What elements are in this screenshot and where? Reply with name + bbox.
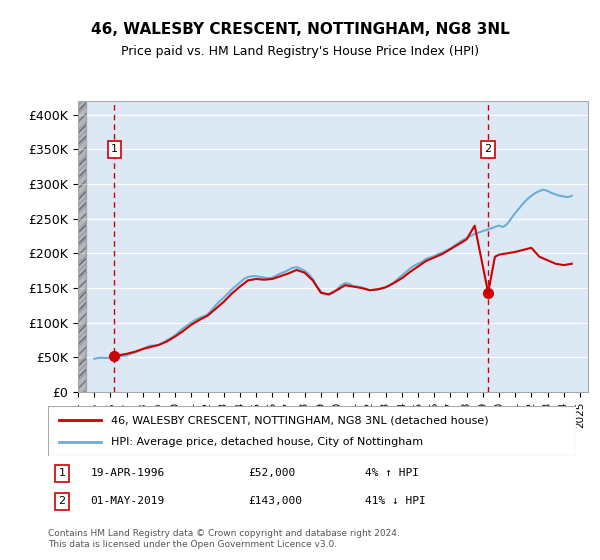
Bar <box>78 101 86 392</box>
Text: 1: 1 <box>111 144 118 155</box>
Text: 2: 2 <box>59 496 65 506</box>
Text: 2: 2 <box>485 144 492 155</box>
Text: Contains HM Land Registry data © Crown copyright and database right 2024.
This d: Contains HM Land Registry data © Crown c… <box>48 529 400 549</box>
Text: Price paid vs. HM Land Registry's House Price Index (HPI): Price paid vs. HM Land Registry's House … <box>121 45 479 58</box>
Text: HPI: Average price, detached house, City of Nottingham: HPI: Average price, detached house, City… <box>112 437 424 447</box>
FancyBboxPatch shape <box>48 406 576 456</box>
Text: 01-MAY-2019: 01-MAY-2019 <box>90 496 164 506</box>
Text: £143,000: £143,000 <box>248 496 302 506</box>
Text: 41% ↓ HPI: 41% ↓ HPI <box>365 496 425 506</box>
Bar <box>78 101 86 392</box>
Text: 4% ↑ HPI: 4% ↑ HPI <box>365 468 419 478</box>
Text: 46, WALESBY CRESCENT, NOTTINGHAM, NG8 3NL: 46, WALESBY CRESCENT, NOTTINGHAM, NG8 3N… <box>91 22 509 38</box>
Text: 46, WALESBY CRESCENT, NOTTINGHAM, NG8 3NL (detached house): 46, WALESBY CRESCENT, NOTTINGHAM, NG8 3N… <box>112 415 489 425</box>
Text: 19-APR-1996: 19-APR-1996 <box>90 468 164 478</box>
Text: 1: 1 <box>59 468 65 478</box>
Text: £52,000: £52,000 <box>248 468 296 478</box>
